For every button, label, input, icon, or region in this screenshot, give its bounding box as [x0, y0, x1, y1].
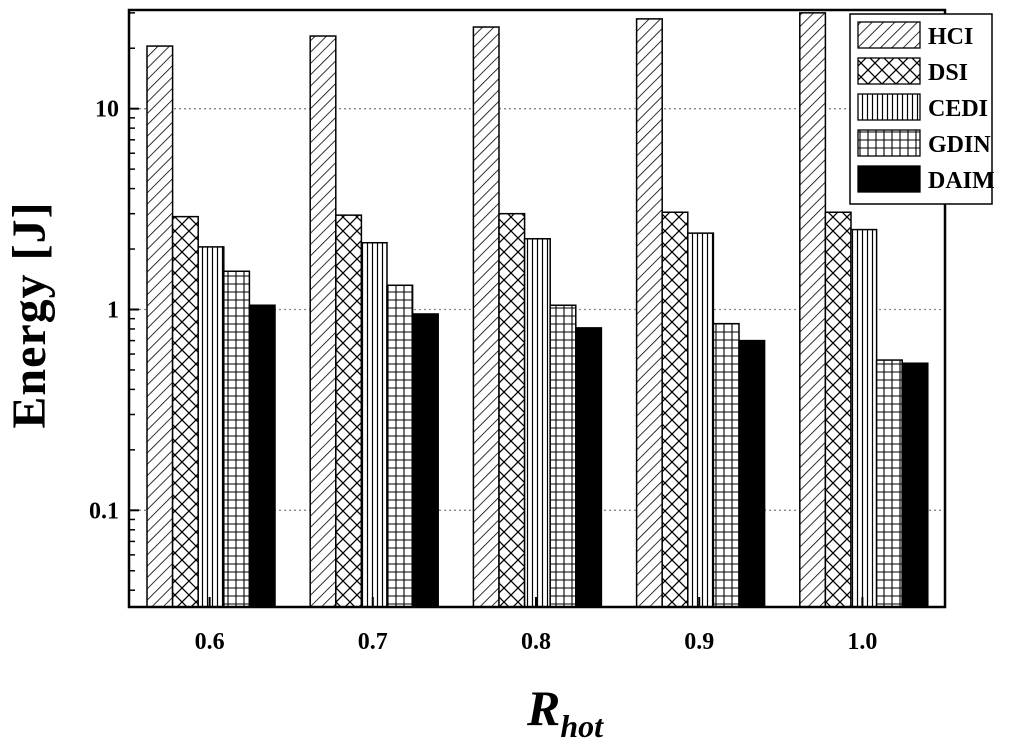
- bar-daim-1.0: [901, 362, 929, 608]
- bar-hci-0.6: [146, 45, 174, 608]
- legend-label-dsi: DSI: [928, 60, 968, 86]
- legend: HCI DSI CEDI GDIN DAIM: [849, 13, 995, 205]
- bar-cedi-0.8: [523, 238, 551, 608]
- bars: [146, 12, 929, 608]
- y-tick-label: 1: [107, 297, 119, 323]
- x-axis-label: Rhot: [526, 680, 604, 744]
- bar-cedi-0.9: [687, 232, 715, 608]
- bar-gdin-0.7: [386, 284, 414, 608]
- legend-swatch-gdin: [857, 129, 921, 157]
- bar-daim-0.8: [575, 327, 603, 608]
- bar-dsi-0.7: [335, 214, 363, 608]
- legend-swatch-hci: [857, 21, 921, 49]
- bar-dsi-0.6: [171, 215, 199, 608]
- x-axis-label-main: R: [526, 680, 560, 736]
- y-tick-label: 10: [95, 97, 119, 123]
- bar-cedi-1.0: [850, 228, 878, 608]
- bar-daim-0.6: [248, 304, 276, 608]
- x-tick-label: 0.6: [195, 629, 225, 655]
- bar-gdin-1.0: [875, 359, 903, 608]
- bar-hci-0.7: [309, 35, 337, 608]
- x-tick-label: 0.8: [521, 629, 551, 655]
- bar-daim-0.7: [411, 313, 439, 608]
- bar-cedi-0.7: [360, 241, 388, 608]
- x-tick-label: 1.0: [847, 629, 877, 655]
- bar-hci-1.0: [799, 12, 827, 608]
- bar-dsi-0.8: [498, 212, 526, 608]
- axis-ticks: 0.1 1 10 0.6 0.7 0.8 0.9 1.0: [89, 12, 877, 655]
- legend-swatch-dsi: [857, 57, 921, 85]
- legend-label-daim: DAIM: [928, 168, 995, 194]
- legend-swatch-cedi: [857, 93, 921, 121]
- bar-gdin-0.8: [549, 304, 577, 608]
- x-tick-label: 0.7: [358, 629, 388, 655]
- bar-hci-0.8: [472, 26, 500, 608]
- y-axis-label: Energy [J]: [3, 201, 56, 428]
- bar-daim-0.9: [738, 339, 766, 608]
- legend-label-cedi: CEDI: [928, 96, 988, 122]
- y-tick-label: 0.1: [89, 498, 119, 524]
- legend-label-gdin: GDIN: [928, 132, 991, 158]
- bar-gdin-0.6: [223, 270, 251, 608]
- bar-cedi-0.6: [197, 246, 225, 608]
- bar-gdin-0.9: [712, 322, 740, 608]
- bar-hci-0.9: [635, 18, 663, 608]
- bar-dsi-1.0: [824, 211, 852, 608]
- x-tick-label: 0.9: [684, 629, 714, 655]
- legend-swatch-daim: [857, 165, 921, 193]
- legend-label-hci: HCI: [928, 24, 973, 50]
- x-axis-label-subscript: hot: [560, 708, 604, 744]
- bar-dsi-0.9: [661, 211, 689, 608]
